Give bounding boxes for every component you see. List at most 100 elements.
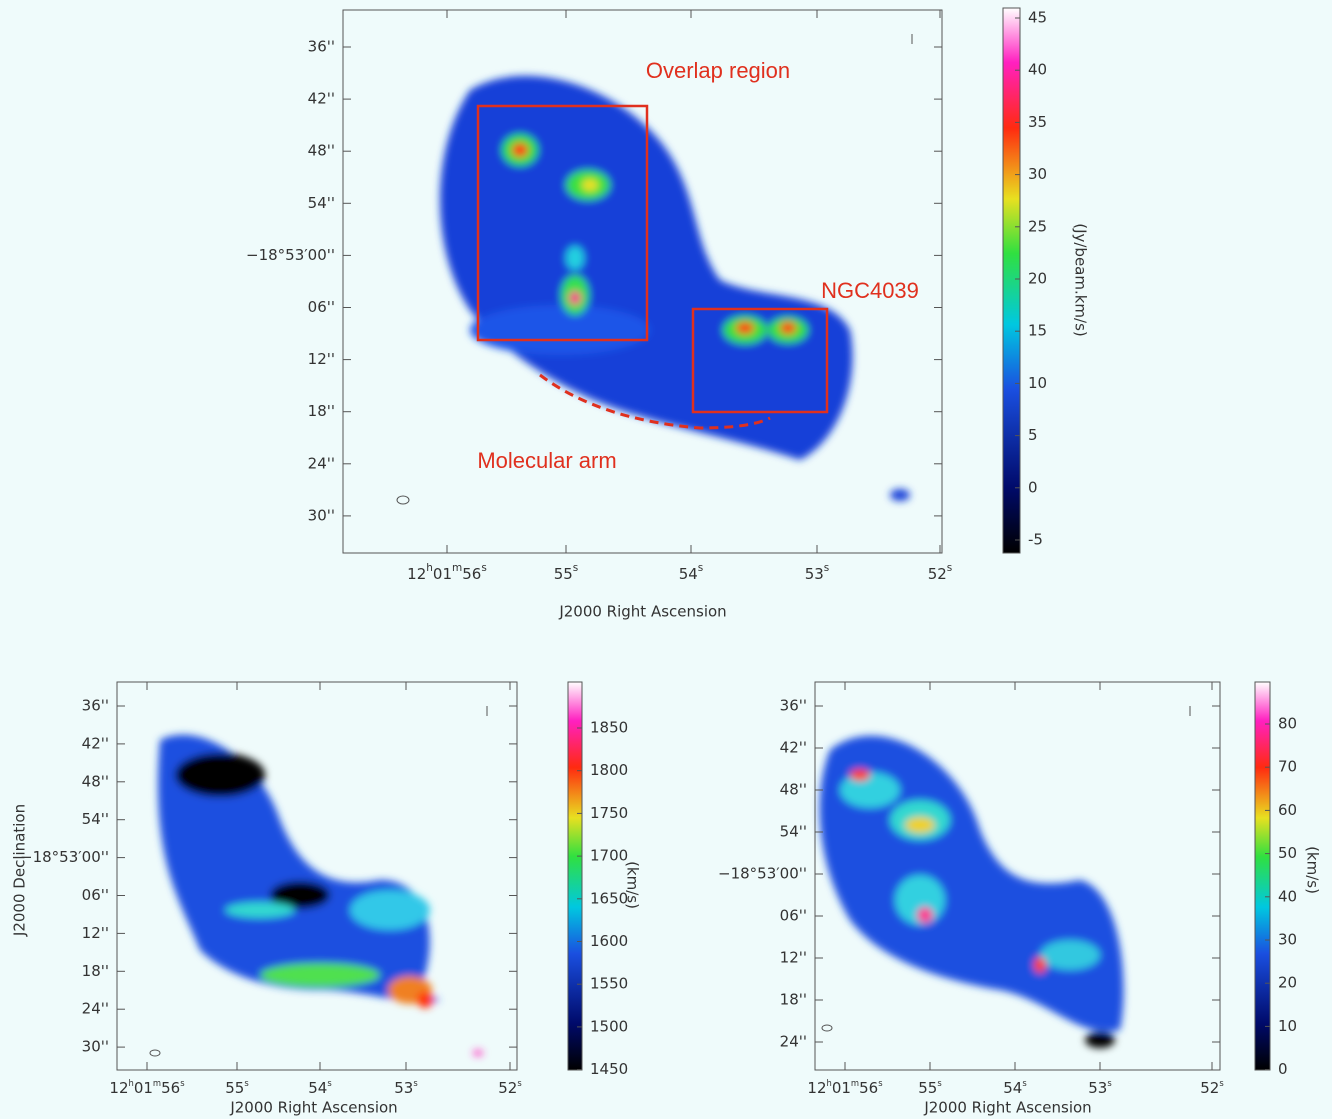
x-tick-label: 55s <box>554 562 579 583</box>
colorbar-tick-label: 1650 <box>590 889 628 907</box>
x-tick-label: 52s <box>928 562 953 583</box>
colorbar-tick-label: 1600 <box>590 932 628 950</box>
beam <box>149 1049 161 1057</box>
colorbar-tick-label: 1700 <box>590 847 628 865</box>
colorbar-tick-label: 25 <box>1028 217 1047 235</box>
x-tick-label: 52s <box>498 1078 521 1097</box>
colorbar-tick-label: 40 <box>1278 887 1297 905</box>
plot-frame <box>342 9 943 554</box>
ngc4039-box <box>691 307 829 414</box>
colorbar-tick-label: 5 <box>1028 426 1038 444</box>
beam <box>821 1024 833 1032</box>
y-tick-label: 36'' <box>82 697 109 715</box>
colorbar-tick-label: 30 <box>1278 931 1297 949</box>
colorbar-tick-label: 1850 <box>590 719 628 737</box>
overlap-box <box>476 104 649 342</box>
x-tick-label: 55s <box>918 1078 941 1097</box>
y-tick-label: 36'' <box>308 38 335 56</box>
y-tick-label: 12'' <box>308 350 335 368</box>
colorbar-tick-label: 60 <box>1278 801 1297 819</box>
colorbar-label: (km/s) <box>624 861 642 909</box>
y-tick-label: 24'' <box>780 1033 807 1051</box>
x-tick-label: 54s <box>1003 1078 1026 1097</box>
colorbar-tick-label: 30 <box>1028 165 1047 183</box>
annotation: NGC4039 <box>821 278 919 303</box>
x-tick-label: 53s <box>394 1078 417 1097</box>
x-tick-label: 55s <box>225 1078 248 1097</box>
y-tick-label: 24'' <box>308 454 335 472</box>
colorbar-label: (Jy/beam.km/s) <box>1072 223 1090 337</box>
y-tick-label: 48'' <box>82 772 109 790</box>
colorbar <box>1254 681 1271 1071</box>
colorbar-tick-label: 0 <box>1278 1060 1288 1078</box>
colorbar-tick-label: 20 <box>1028 270 1047 288</box>
y-tick-label: 54'' <box>780 823 807 841</box>
colorbar-tick-label: 0 <box>1028 478 1038 496</box>
y-axis-label: J2000 Declination <box>11 804 29 937</box>
colorbar-tick-label: 10 <box>1028 374 1047 392</box>
y-tick-label: 42'' <box>780 739 807 757</box>
colorbar-tick-label: 80 <box>1278 715 1297 733</box>
y-tick-label: 12'' <box>82 924 109 942</box>
y-tick-label: 54'' <box>308 194 335 212</box>
plot-frame <box>814 681 1221 1071</box>
colorbar-tick-label: 10 <box>1278 1017 1297 1035</box>
colorbar-tick-label: 1800 <box>590 761 628 779</box>
colorbar <box>567 681 583 1071</box>
y-tick-label: 18'' <box>308 402 335 420</box>
colorbar-label: (km/s) <box>1304 846 1322 894</box>
y-tick-label: 18'' <box>780 991 807 1009</box>
y-tick-label: 30'' <box>308 506 335 524</box>
plot-frame <box>116 681 518 1071</box>
colorbar-tick-label: 45 <box>1028 9 1047 27</box>
x-tick-label: 53s <box>1088 1078 1111 1097</box>
colorbar-tick-label: 1450 <box>590 1060 628 1078</box>
y-tick-label: −18°53′00'' <box>718 865 807 883</box>
y-tick-label: 48'' <box>780 781 807 799</box>
y-tick-label: 06'' <box>308 298 335 316</box>
x-tick-label: 12h01m56s <box>109 1078 184 1097</box>
velocity-map <box>158 734 483 1056</box>
x-axis-label: J2000 Right Ascension <box>558 603 726 621</box>
beam <box>396 495 410 505</box>
x-tick-label: 54s <box>308 1078 331 1097</box>
y-tick-label: 48'' <box>308 142 335 160</box>
x-tick-label: 12h01m56s <box>407 562 487 583</box>
dispersion-map <box>819 735 1124 1048</box>
colorbar-tick-label: 1550 <box>590 975 628 993</box>
colorbar-tick-label: 40 <box>1028 61 1047 79</box>
x-tick-label: 52s <box>1200 1078 1223 1097</box>
y-tick-label: 06'' <box>82 886 109 904</box>
x-axis-label: J2000 Right Ascension <box>229 1099 397 1117</box>
y-tick-label: 18'' <box>82 962 109 980</box>
colorbar-tick-label: 20 <box>1278 974 1297 992</box>
colorbar-tick-label: -5 <box>1028 531 1043 549</box>
colorbar-tick-label: 50 <box>1278 844 1297 862</box>
panel: 36'' 42'' 48'' 54'' −18°53′00'' 06'' 12'' 18'' 2… <box>246 7 1090 621</box>
colorbar-tick-label: 35 <box>1028 113 1047 131</box>
y-tick-label: 42'' <box>82 734 109 752</box>
y-tick-label: 06'' <box>780 907 807 925</box>
colorbar-tick-label: 1750 <box>590 804 628 822</box>
colorbar-tick-label: 70 <box>1278 758 1297 776</box>
x-tick-label: 12h01m56s <box>807 1078 882 1097</box>
y-tick-label: 36'' <box>780 697 807 715</box>
arm-curve <box>539 373 771 430</box>
annotation: Overlap region <box>646 58 790 83</box>
x-axis-label: J2000 Right Ascension <box>923 1099 1091 1117</box>
y-tick-label: −18°53′00'' <box>246 246 335 264</box>
panel: 36'' 42'' 48'' 54'' −18°53′00'' 06'' 12'' 18'' 2… <box>718 681 1322 1117</box>
y-tick-label: 24'' <box>82 1000 109 1018</box>
annotation: Molecular arm <box>477 448 616 473</box>
y-tick-label: 54'' <box>82 810 109 828</box>
colorbar-tick-label: 15 <box>1028 322 1047 340</box>
colorbar-tick-label: 1500 <box>590 1017 628 1035</box>
panel: 36'' 42'' 48'' 54'' −18°53′00'' 06'' 12'' 18'' 2… <box>11 681 642 1117</box>
colorbar <box>1002 7 1021 554</box>
y-tick-label: 30'' <box>82 1038 109 1056</box>
y-tick-label: 12'' <box>780 949 807 967</box>
y-tick-label: 42'' <box>308 90 335 108</box>
x-tick-label: 54s <box>679 562 704 583</box>
